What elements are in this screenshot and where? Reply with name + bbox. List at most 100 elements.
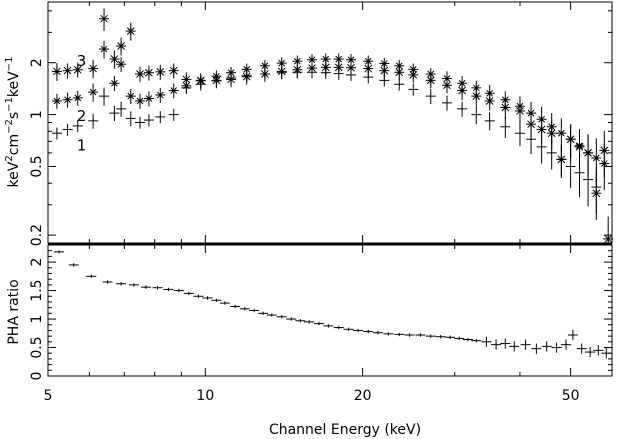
ratio-y-axis-label: PHA ratio [6,279,22,344]
marker-stroke [567,135,574,143]
x-tick-label: 20 [354,388,372,404]
cross-marker-point [307,54,318,67]
marker-stroke [427,70,435,78]
ratio-y-tick-label: 1 [29,315,45,324]
marker-stroke [592,154,600,162]
star-marker-point [51,62,62,82]
ratio-point [593,345,604,356]
ratio-point [481,336,492,347]
cross-marker-point [379,57,390,70]
ratio-point [211,298,222,302]
marker-stroke [557,129,565,137]
ratio-point [276,315,287,319]
cross-marker-point [514,96,525,118]
plus-marker-point [99,87,110,106]
curve-label-2: 2 [77,107,87,125]
ratio-point [541,341,552,352]
marker-stroke [347,56,355,64]
ylabel-exponent: 2 [4,155,15,161]
ylabel-exponent: −1 [4,57,15,72]
cross-marker-point [425,68,436,81]
star-marker-point [99,8,110,31]
ratio-point [173,288,184,293]
ratio-point [116,282,127,286]
marker-stroke [395,62,403,70]
ratio-point [286,317,297,321]
plus-marker-point [556,144,567,178]
ylabel-exponent: −1 [4,97,15,112]
ratio-point [152,286,163,290]
marker-stroke [335,55,343,63]
cross-marker-point [155,87,166,103]
ratio-point [295,319,306,323]
plus-marker-point [591,167,602,214]
ylabel-exponent: −2 [4,119,15,134]
spectrum-panel: 0.2 0.5 1 2 1 2 3 [29,1,614,246]
cross-marker-point [72,90,83,106]
marker-stroke [443,75,451,82]
ratio-point [313,321,324,326]
ratio-point [230,304,241,309]
cross-marker-point [500,91,511,110]
spectrum-y-tick-label: 0.5 [29,155,45,177]
plus-marker-point [500,116,511,139]
ratio-point [86,274,97,279]
cross-marker-point [441,71,452,87]
spectrum-y-tick-label: 0.2 [29,224,45,246]
ratio-point [343,327,354,332]
marker-stroke [380,60,388,67]
marker-stroke [576,142,583,150]
plus-marker-point [168,108,179,121]
star-marker-point [116,37,127,56]
marker-stroke [322,55,330,63]
cross-marker-point [408,63,419,76]
ratio-point [266,313,277,317]
cross-marker-point [363,55,374,68]
plus-marker-point [536,133,547,164]
ratio-point [561,339,572,350]
ratio-point [141,285,152,289]
plus-marker-point [526,126,537,155]
cross-marker-point [143,91,154,107]
marker-stroke [364,57,372,65]
cross-marker-point [599,143,610,191]
plus-marker-point [346,69,357,82]
spectrum-y-axis-label: keV2cm−2s−1keV−1 [4,57,22,188]
ratio-point [363,329,374,334]
cross-marker-point [125,88,136,105]
plus-marker-point [394,78,405,91]
star-marker-point [143,65,154,81]
x-tick-label: 50 [562,388,580,404]
ratio-point [462,337,473,342]
plus-marker-point [484,112,495,131]
ylabel-unit: keV [6,71,22,97]
ratio-point [585,346,596,358]
plus-marker-point [471,106,482,125]
star-marker-point [168,63,179,79]
marker-stroke [127,92,135,100]
ratio-point [531,343,542,354]
ratio-point [551,342,562,353]
star-marker-point [72,62,83,78]
plus-marker-point [379,74,390,87]
ratio-panel: 0 0.5 1 1.5 2 [29,244,613,380]
marker-stroke [458,79,466,87]
ratio-point [567,329,578,341]
marker-stroke [64,96,71,104]
ratio-point [219,301,230,305]
curve-label-3: 3 [77,52,87,70]
cross-marker-point [394,60,405,73]
marker-stroke [156,91,164,99]
star-marker-point [155,64,166,80]
marker-stroke [600,160,608,167]
ratio-point [304,320,315,324]
cross-marker-point [457,76,468,92]
ratio-point [509,341,520,352]
star-marker-point [603,216,614,243]
star-marker-point [135,66,146,82]
cross-marker-point [526,102,537,127]
ratio-point [68,263,79,267]
marker-stroke [100,45,108,53]
ratio-point [183,291,194,296]
ratio-y-tick-label: 1.5 [29,279,45,301]
